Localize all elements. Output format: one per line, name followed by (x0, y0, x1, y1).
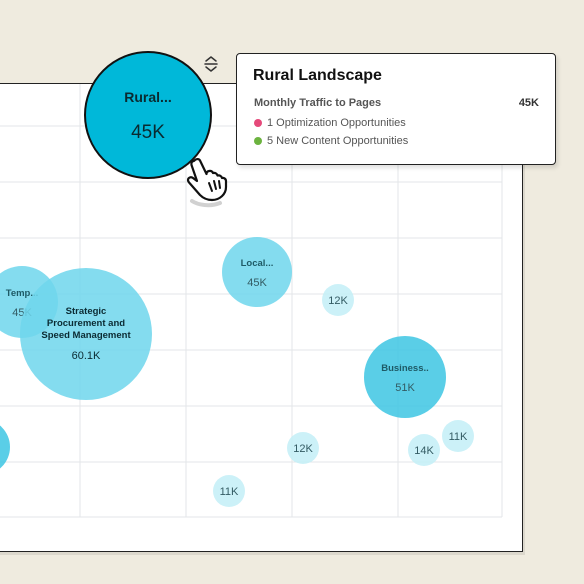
bubble-circle[interactable] (213, 475, 245, 507)
bubble[interactable]: 12K (287, 432, 319, 464)
hand-pointer-icon (186, 157, 228, 208)
bubble-circle[interactable] (20, 268, 152, 400)
tooltip-metric-value: 45K (518, 97, 539, 109)
bubble-value: 12K (293, 443, 313, 455)
bubble-value: 11K (449, 431, 468, 443)
bubble-circle[interactable] (408, 434, 440, 466)
bubble-tooltip: Rural Landscape Monthly Traffic to Pages… (236, 53, 556, 165)
bubble[interactable]: 11K (442, 420, 474, 452)
bubble-label: Local... (241, 258, 274, 269)
bubble-value: 11K (220, 486, 239, 498)
bubble-circle[interactable] (287, 432, 319, 464)
bubble-circle[interactable] (0, 419, 10, 475)
bubble[interactable]: 14K (408, 434, 440, 466)
green-dot-icon (254, 137, 262, 145)
bubble-circle[interactable] (364, 336, 446, 418)
bubble[interactable] (0, 419, 10, 475)
selected-bubble-circle[interactable] (84, 51, 212, 179)
bubble-circle[interactable] (222, 237, 292, 307)
tooltip-title: Rural Landscape (253, 67, 382, 84)
bubble-label: Procurement and (47, 318, 125, 329)
tooltip-item-text: 5 New Content Opportunities (267, 135, 409, 147)
bubble-label: Speed Management (41, 330, 131, 341)
bubble-circle[interactable] (322, 284, 354, 316)
tooltip-item-text: 1 Optimization Opportunities (267, 117, 406, 129)
bubble-value: 14K (414, 445, 434, 457)
pink-dot-icon (254, 119, 262, 127)
bubble[interactable]: 11K (213, 475, 245, 507)
bubble-circle[interactable] (442, 420, 474, 452)
bubble-value: 45K (247, 277, 267, 289)
bubble-value: 60.1K (72, 350, 101, 362)
bubble-value: 51K (395, 382, 415, 394)
vertical-resize-icon[interactable] (201, 54, 221, 74)
bubble[interactable]: Business.. 51K (364, 336, 446, 418)
selected-bubble-value: 45K (131, 122, 165, 143)
selected-bubble[interactable]: Rural... 45K (84, 51, 212, 179)
bubble-label: Strategic (66, 306, 107, 317)
tooltip-metric-label: Monthly Traffic to Pages (254, 97, 382, 109)
bubble[interactable]: Local... 45K (222, 237, 292, 307)
selected-bubble-label: Rural... (124, 89, 171, 105)
tooltip-item-new-content: 5 New Content Opportunities (254, 135, 408, 147)
bubble[interactable]: 12K (322, 284, 354, 316)
bubble-label: Temp... (6, 288, 39, 299)
bubble-label: Business.. (381, 363, 429, 374)
tooltip-item-optimization: 1 Optimization Opportunities (254, 117, 406, 129)
bubble-value: 12K (328, 295, 348, 307)
